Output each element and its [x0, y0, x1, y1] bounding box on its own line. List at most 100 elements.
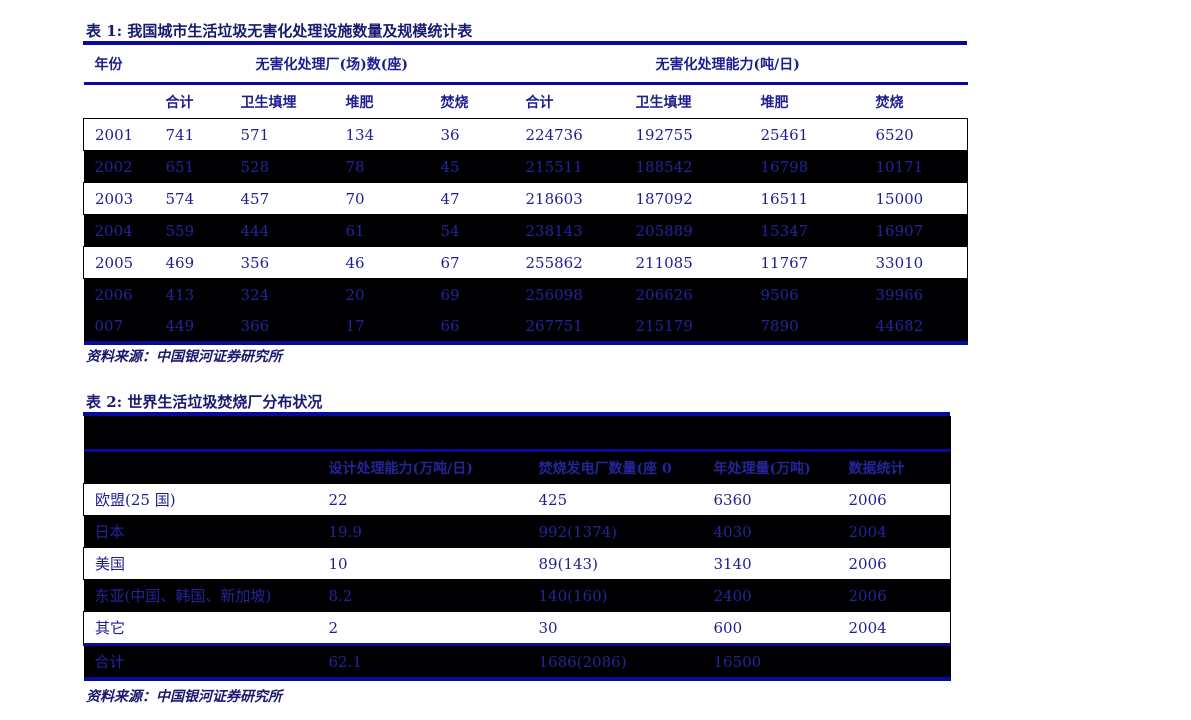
value-cell: 140(160): [538, 586, 608, 605]
value-cell: 89(143): [530, 547, 706, 580]
value-cell: 6520: [870, 118, 968, 151]
subheader-incineration-1: 焚烧: [440, 94, 469, 111]
table1-group-header-row: 年份 无害化处理厂(场)数(座) 无害化处理能力(吨/日): [83, 45, 968, 85]
value-cell: 70: [340, 182, 436, 215]
value-cell: 2006: [848, 586, 887, 605]
value-cell: 54: [440, 221, 460, 240]
row-label-cell: 2004: [94, 221, 133, 240]
value-cell: 188542: [635, 157, 693, 176]
value-cell: 78: [345, 157, 365, 176]
row-label-cell: 2003: [83, 182, 161, 215]
table1: 年份 无害化处理厂(场)数(座) 无害化处理能力(吨/日) 合计 卫生填埋 堆肥…: [83, 45, 968, 345]
table2-row-0: 欧盟(25 国) 22 425 6360 2006: [83, 483, 952, 516]
value-cell: 238143: [525, 221, 583, 240]
value-cell: 218603: [520, 182, 631, 215]
value-cell: 33010: [870, 246, 968, 279]
row-label-cell: 合计: [83, 643, 321, 679]
value-cell: [840, 643, 951, 679]
value-cell: 9506: [760, 285, 799, 304]
table2-row-1: 日本 19.9 992(1374) 4030 2004: [83, 515, 951, 548]
value-cell: 2: [320, 611, 531, 645]
value-cell: 62.1: [320, 643, 531, 679]
value-cell: 215511: [525, 157, 583, 176]
value-cell: 205889: [635, 221, 693, 240]
value-cell: 366: [240, 316, 270, 335]
table1-subheader-row: 合计 卫生填埋 堆肥 焚烧 合计 卫生填埋 堆肥 焚烧: [83, 83, 968, 119]
value-cell: 17: [345, 316, 365, 335]
value-cell: 356: [235, 246, 341, 279]
value-cell: 66: [440, 316, 460, 335]
value-cell: 39966: [875, 285, 924, 304]
table2-total-row: 合计 62.1 1686(2086) 16500: [83, 643, 951, 679]
table1-title-rule: [83, 41, 967, 45]
value-cell: 211085: [630, 246, 756, 279]
value-cell: 449: [165, 316, 195, 335]
value-cell: 2006: [840, 483, 952, 516]
row-label-cell: 2005: [83, 246, 161, 279]
subheader-empty: [84, 84, 161, 119]
row-label-cell: 欧盟(25 国): [83, 483, 321, 516]
header-plants-group: 无害化处理厂(场)数(座): [160, 45, 521, 85]
row-label-cell: 东亚(中国、韩国、新加坡): [94, 587, 272, 605]
value-cell: 134: [340, 118, 436, 151]
table2-row-4: 其它 2 30 600 2004: [83, 611, 952, 645]
table2-title-rule: [83, 412, 950, 416]
value-cell: 187092: [630, 182, 756, 215]
subheader-incineration-2: 焚烧: [875, 94, 904, 111]
row-label-cell: 007: [94, 316, 124, 335]
table2-spacer-row: [83, 416, 951, 452]
value-cell: 425: [530, 483, 706, 516]
table1-row-2006: 2006 413 324 20 69 256098 206626 9506 39966: [83, 278, 968, 310]
value-cell: 69: [440, 285, 460, 304]
value-cell: 16907: [875, 221, 924, 240]
value-cell: 16798: [760, 157, 809, 176]
header-capacity-group: 无害化处理能力(吨/日): [520, 45, 968, 85]
table1-row-2005: 2005 469 356 46 67 255862 211085 11767 33010: [83, 246, 968, 279]
header-year: 年份: [83, 45, 161, 85]
value-cell: 15347: [760, 221, 809, 240]
value-cell: 44682: [875, 316, 924, 335]
table1-row-2001: 2001 741 571 134 36 224736 192755 25461 6520: [83, 118, 968, 151]
row-label-cell: 其它: [83, 611, 321, 645]
value-cell: 10: [320, 547, 531, 580]
subheader-landfill-2: 卫生填埋: [635, 94, 692, 111]
value-cell: 256098: [525, 285, 583, 304]
value-cell: 457: [235, 182, 341, 215]
subheader-compost-1: 堆肥: [345, 94, 374, 111]
header-design-capacity: 设计处理能力(万吨/日): [328, 460, 473, 477]
table2-row-2: 美国 10 89(143) 3140 2006: [83, 547, 952, 580]
value-cell: 67: [435, 246, 521, 279]
table1-row-2003: 2003 574 457 70 47 218603 187092 16511 15000: [83, 182, 968, 215]
table2-header-row: 设计处理能力(万吨/日) 焚烧发电厂数量(座 0 年处理量(万吨) 数据统计: [83, 450, 951, 484]
table2-source: 资料来源：中国银河证券研究所: [86, 689, 282, 705]
value-cell: 20: [345, 285, 365, 304]
table1-row-2002: 2002 651 528 78 45 215511 188542 16798 10171: [83, 150, 968, 183]
table2-body: 欧盟(25 国) 22 425 6360 2006 日本 19.9 992(1374) 4030…: [83, 483, 952, 679]
value-cell: 559: [165, 221, 195, 240]
value-cell: 16511: [755, 182, 871, 215]
table1-row-2004: 2004 559 444 61 54 238143 205889 15347 16907: [83, 214, 968, 247]
value-cell: 61: [345, 221, 365, 240]
value-cell: 651: [165, 157, 195, 176]
value-cell: 444: [240, 221, 270, 240]
row-label-cell: 2006: [94, 285, 133, 304]
value-cell: 7890: [760, 316, 799, 335]
value-cell: 2004: [848, 522, 887, 541]
header-annual-volume: 年处理量(万吨): [713, 460, 811, 477]
value-cell: 267751: [525, 316, 583, 335]
value-cell: 600: [705, 611, 841, 645]
value-cell: 10171: [875, 157, 924, 176]
value-cell: 22: [320, 483, 531, 516]
subheader-total-1: 合计: [165, 94, 194, 111]
value-cell: 571: [235, 118, 341, 151]
value-cell: 6360: [705, 483, 841, 516]
subheader-total-2: 合计: [525, 94, 554, 111]
value-cell: 413: [165, 285, 195, 304]
row-label-cell: 美国: [83, 547, 321, 580]
value-cell: 30: [530, 611, 706, 645]
header-data-year: 数据统计: [848, 460, 905, 477]
value-cell: 25461: [755, 118, 871, 151]
table2-row-3: 东亚(中国、韩国、新加坡) 8.2 140(160) 2400 2006: [83, 579, 951, 612]
row-label-cell: 2002: [94, 157, 133, 176]
value-cell: 2006: [840, 547, 952, 580]
